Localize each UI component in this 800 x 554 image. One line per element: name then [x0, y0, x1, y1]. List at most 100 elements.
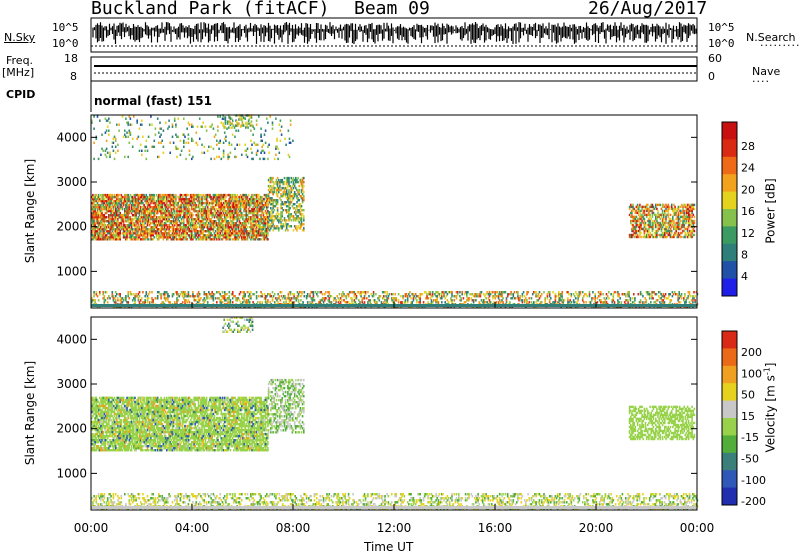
power-cell [151, 222, 153, 225]
power-cell [239, 197, 242, 201]
power-cell [144, 236, 146, 239]
power-cell [281, 195, 283, 198]
power-cell [241, 199, 243, 203]
power-cell [229, 230, 232, 233]
power-cell [97, 238, 100, 241]
power-cell [189, 216, 192, 219]
power-cell [241, 201, 243, 205]
power-cell [228, 207, 231, 211]
power-cell [241, 222, 243, 225]
power-cell [209, 195, 211, 199]
power-cell [176, 224, 178, 227]
power-cell [659, 203, 662, 207]
power-cell [301, 201, 304, 204]
power-cell [163, 205, 166, 209]
power-cell [181, 232, 184, 235]
power-cell [191, 238, 193, 241]
power-cell [110, 218, 112, 221]
power-cell [253, 238, 256, 241]
power-cell [288, 203, 290, 206]
power-cell [226, 232, 228, 235]
power-cell [136, 207, 138, 211]
power-cell [213, 209, 216, 213]
power-cell [252, 199, 254, 203]
power-cell [213, 234, 216, 237]
power-cell [192, 197, 194, 201]
power-cell [208, 195, 210, 199]
power-cell [303, 295, 306, 298]
power-cell [212, 193, 215, 197]
power-cell [118, 234, 120, 237]
power-cell [271, 217, 273, 220]
power-cell [220, 216, 223, 219]
power-cell [203, 216, 206, 219]
power-cell [229, 209, 232, 213]
power-cell [665, 217, 667, 221]
power-cell [194, 295, 196, 298]
power-cell [170, 214, 173, 217]
power-cell [138, 295, 141, 298]
power-cell [162, 232, 165, 235]
power-cell [270, 201, 272, 204]
power-cell [124, 193, 126, 197]
power-cell [169, 236, 171, 239]
power-cell [214, 224, 217, 227]
power-cell [142, 220, 144, 223]
power-cell [244, 226, 246, 229]
power-cell [639, 203, 641, 207]
power-cell [290, 213, 293, 216]
power-cell [193, 218, 195, 221]
power-cell [211, 205, 213, 209]
power-cell [135, 216, 137, 219]
power-cell [270, 295, 273, 298]
power-cell [129, 193, 132, 197]
power-cell [298, 211, 300, 214]
power-cell [288, 217, 290, 220]
power-cell [198, 224, 201, 227]
power-cell [135, 193, 137, 197]
power-cell [270, 219, 272, 222]
power-cell [94, 209, 96, 213]
power-cell [208, 193, 210, 197]
power-cell [146, 220, 149, 223]
power-cell [99, 197, 101, 201]
power-cell [155, 205, 158, 209]
power-cell [239, 291, 242, 294]
power-cell [185, 226, 187, 229]
power-cell [126, 220, 128, 223]
power-cell [209, 193, 211, 197]
power-cell [169, 220, 171, 223]
power-cell [259, 207, 261, 211]
power-cell [183, 207, 185, 211]
power-cell [177, 228, 179, 231]
power-cell [164, 216, 167, 219]
power-cell [301, 209, 304, 212]
power-cell [635, 205, 638, 209]
power-cell [141, 207, 143, 211]
power-cell [211, 207, 213, 211]
power-cell [128, 195, 131, 199]
power-cell [228, 211, 231, 215]
power-cell [191, 195, 193, 199]
power-cell [168, 209, 170, 213]
power-cell [235, 222, 237, 225]
power-cell [210, 226, 212, 229]
power-cell [634, 209, 637, 213]
power-cell [290, 201, 293, 204]
power-cell [138, 218, 141, 221]
power-cell [136, 238, 138, 241]
power-cell [201, 216, 203, 219]
power-cell [259, 234, 261, 237]
power-cell [223, 230, 226, 233]
power-cell [295, 211, 297, 214]
power-cell [251, 232, 253, 235]
power-cell [143, 211, 145, 215]
power-cell [160, 211, 162, 215]
power-cell [191, 218, 193, 221]
power-cell [673, 219, 675, 223]
power-cell [169, 216, 171, 219]
power-cell [108, 232, 110, 235]
power-cell [231, 218, 234, 221]
power-cell [253, 220, 256, 223]
power-cell [122, 232, 125, 235]
